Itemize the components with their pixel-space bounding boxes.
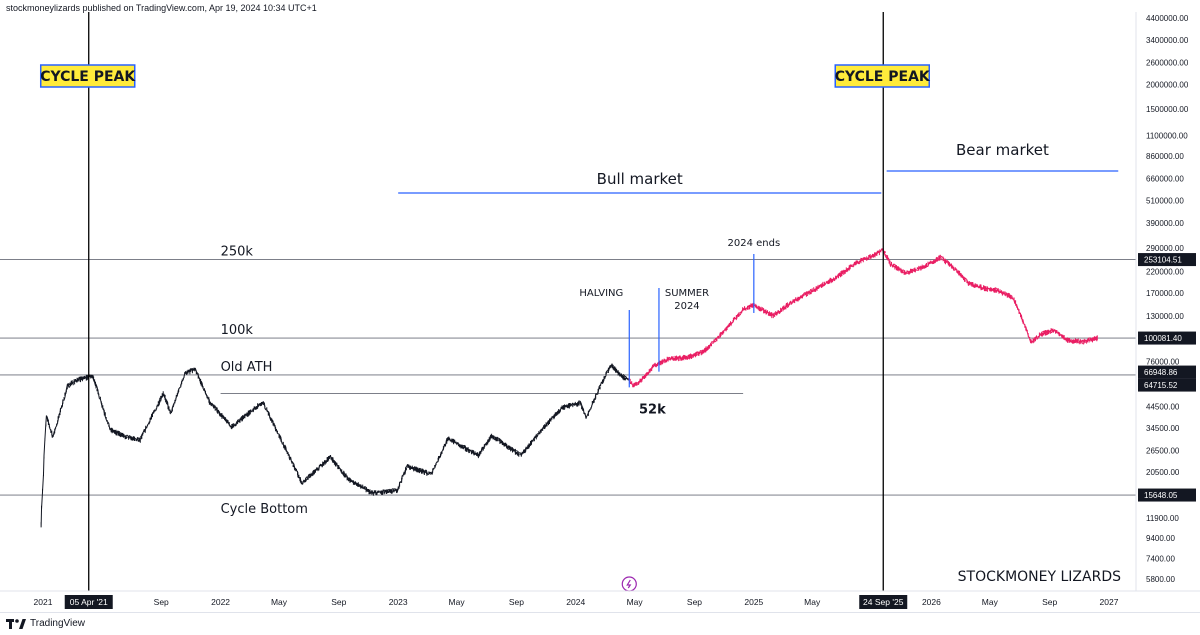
x-tick-label: 2024 (566, 597, 585, 607)
y-tick-label: 660000.00 (1146, 174, 1184, 183)
x-tick-label: 2023 (389, 597, 408, 607)
event-marker-label: 2024 ends (727, 238, 780, 249)
tradingview-logo-icon (6, 617, 26, 629)
price-tag-bg (1138, 253, 1196, 267)
x-date-tag-bg (859, 595, 908, 609)
tradingview-brand: TradingView (30, 617, 86, 629)
region-label: Bear market (956, 141, 1049, 159)
horizontal-levels (0, 259, 1136, 496)
event-marker-label: SUMMER (665, 288, 709, 299)
event-marker-label-line2: 2024 (674, 301, 699, 312)
y-tick-label: 9400.00 (1146, 534, 1175, 543)
x-tick-label: May (271, 597, 288, 607)
publisher-line: stockmoneylizards published on TradingVi… (6, 3, 317, 13)
x-tick-label: Sep (1042, 597, 1057, 607)
y-tick-label: 4400000.00 (1146, 14, 1189, 23)
y-tick-label: 34500.00 (1146, 424, 1180, 433)
x-tick-label: Sep (331, 597, 346, 607)
history-candles (40, 363, 629, 528)
cycle-peak-label: CYCLE PEAK (835, 69, 931, 85)
y-tick-label: 130000.00 (1146, 312, 1184, 321)
price-tag: 15648.05 (1144, 491, 1178, 500)
y-tick-label: 2000000.00 (1146, 81, 1189, 90)
y-tick-label: 2600000.00 (1146, 59, 1189, 68)
y-tick-label: 170000.00 (1146, 289, 1184, 298)
x-tick-label: 2027 (1100, 597, 1119, 607)
y-axis[interactable]: 4400000.00 3400000.00 2600000.00 2000000.00… (1135, 12, 1189, 591)
price-tag-bg (1138, 365, 1196, 379)
price-tag: 64715.52 (1144, 381, 1178, 390)
level-label: 250k (221, 245, 254, 260)
y-tick-label: 1100000.00 (1146, 131, 1188, 140)
x-tick-label: 2021 (34, 597, 53, 607)
footer-bar: TradingView (0, 612, 1200, 635)
x-tick-label: May (804, 597, 821, 607)
y-tick-label: 1500000.00 (1146, 105, 1189, 114)
price-tag-bg (1138, 488, 1196, 502)
y-tick-label: 20500.00 (1146, 468, 1180, 477)
price-chart[interactable]: CYCLE PEAK CYCLE PEAK 250k 100k Old ATH Cycle… (0, 0, 1200, 612)
x-date-tag: 05 Apr '21 (70, 597, 108, 607)
y-tick-label: 220000.00 (1146, 267, 1184, 276)
cycle-peak-label-bg (834, 64, 930, 88)
x-tick-label: Sep (687, 597, 702, 607)
x-tick-label: May (982, 597, 999, 607)
y-tick-label: 11900.00 (1146, 514, 1179, 523)
cycle-peak-label-bg (39, 64, 136, 88)
lightning-bolt (626, 579, 632, 589)
x-tick-label: May (627, 597, 644, 607)
x-tick-label: Sep (509, 597, 524, 607)
y-tick-label: 76000.00 (1146, 357, 1180, 366)
price-tag-bg (1138, 331, 1196, 345)
y-tick-label: 290000.00 (1146, 244, 1184, 253)
cycle-peak-label: CYCLE PEAK (40, 69, 136, 85)
tradingview-logo[interactable]: TradingView (6, 617, 85, 629)
region-label: Bull market (597, 170, 683, 188)
level-label: Old ATH (221, 360, 273, 375)
x-tick-label: 2022 (211, 597, 230, 607)
y-tick-label: 390000.00 (1146, 219, 1184, 228)
price-tag: 253104.51 (1144, 256, 1182, 265)
y-tick-label: 510000.00 (1146, 196, 1184, 205)
y-tick-label: 7400.00 (1146, 554, 1175, 563)
price-tag: 100081.40 (1144, 334, 1182, 343)
price-tags: 253104.51 100081.40 66948.86 64715.52 15648.… (1138, 253, 1196, 502)
x-date-tag: 24 Sep '25 (863, 597, 904, 607)
annotations: CYCLE PEAK CYCLE PEAK 250k 100k Old ATH Cycle… (39, 12, 1121, 592)
y-tick-label: 26500.00 (1146, 446, 1180, 455)
x-date-tag-bg (64, 595, 113, 609)
x-tick-label: 2025 (744, 597, 763, 607)
watermark: STOCKMONEY LIZARDS (958, 569, 1121, 585)
x-axis[interactable]: 2021 05 Apr '21 Sep 2022 May Sep 2023 May Sep 202… (0, 590, 1200, 609)
y-tick-label: 860000.00 (1146, 152, 1184, 161)
y-tick-label: 5800.00 (1146, 575, 1175, 584)
x-tick-label: 2026 (922, 597, 941, 607)
price-series (40, 248, 1098, 528)
price-tag: 66948.86 (1144, 368, 1178, 377)
x-tick-label: May (449, 597, 466, 607)
projection-candles (628, 248, 1098, 388)
event-marker-label: HALVING (579, 288, 623, 299)
level-label: 100k (221, 323, 254, 338)
level-label: Cycle Bottom (221, 502, 308, 517)
x-tick-label: Sep (154, 597, 169, 607)
level-52k-label: 52k (639, 402, 666, 417)
y-tick-label: 3400000.00 (1146, 36, 1189, 45)
lightning-icon (621, 576, 637, 592)
y-tick-label: 44500.00 (1146, 403, 1180, 412)
price-tag-bg (1138, 378, 1196, 392)
